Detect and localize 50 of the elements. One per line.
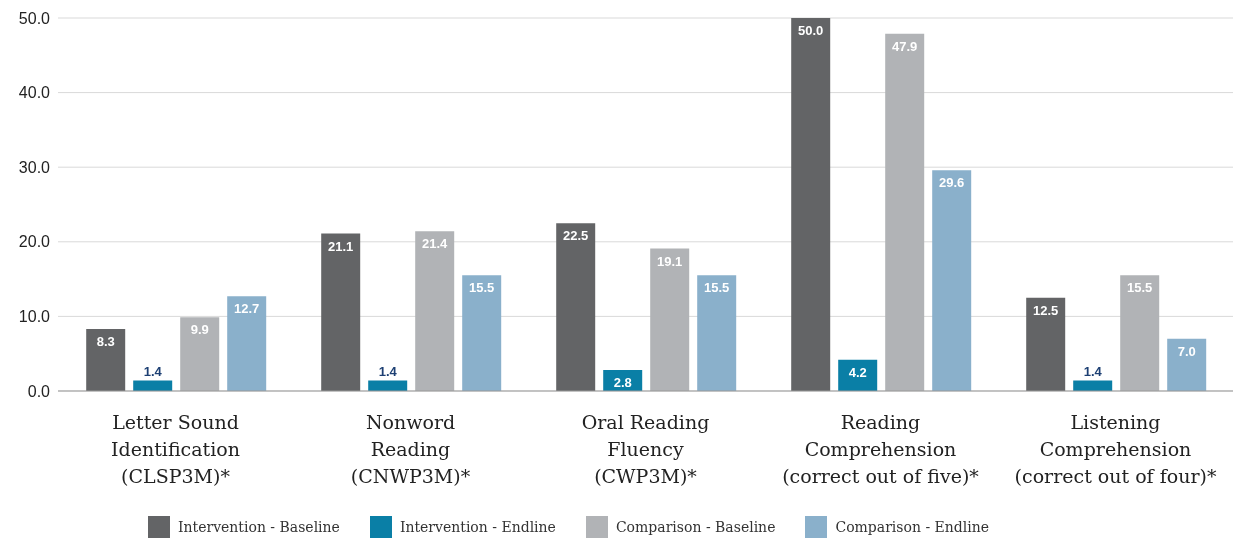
bar xyxy=(180,317,220,391)
data-label: 15.5 xyxy=(469,280,495,296)
data-label: 50.0 xyxy=(798,23,824,38)
data-label: 1.4 xyxy=(143,363,163,379)
x-tick-label: Letter Sound Identification (CLSP3M)* xyxy=(111,411,240,487)
y-tick-label: 40.0 xyxy=(18,84,51,102)
legend-label: Intervention - Baseline xyxy=(178,519,340,535)
legend-label: Intervention - Endline xyxy=(399,519,556,535)
data-label: 1.4 xyxy=(1083,363,1103,379)
y-tick-label: 20.0 xyxy=(18,233,51,251)
data-label: 15.5 xyxy=(704,280,730,296)
y-tick-label: 30.0 xyxy=(18,158,51,176)
x-tick-label: Listening Comprehension (correct out of four)* xyxy=(1014,411,1217,487)
legend-label: Comparison - Endline xyxy=(835,519,990,535)
bar xyxy=(1026,297,1066,391)
data-label: 29.6 xyxy=(939,175,965,191)
bar xyxy=(415,231,455,391)
bar xyxy=(697,275,737,391)
data-label: 15.5 xyxy=(1127,280,1153,296)
data-label: 47.9 xyxy=(892,38,918,54)
x-tick-label: Nonword Reading (CNWP3M)* xyxy=(350,411,471,487)
data-label: 1.4 xyxy=(378,363,398,379)
y-tick-label: 50.0 xyxy=(18,9,51,27)
data-label: 4.2 xyxy=(848,364,867,380)
data-label: 21.4 xyxy=(422,236,449,252)
bar xyxy=(885,33,925,391)
y-tick-label: 0.0 xyxy=(27,382,51,400)
data-label: 21.1 xyxy=(328,238,354,254)
data-label: 19.1 xyxy=(657,253,683,269)
bar xyxy=(556,223,596,391)
legend-label: Comparison - Baseline xyxy=(615,519,776,535)
bar xyxy=(1167,338,1207,391)
data-label: 12.5 xyxy=(1033,302,1059,318)
bar xyxy=(227,296,267,391)
bar xyxy=(791,18,831,391)
bar xyxy=(932,170,972,391)
bar xyxy=(86,329,126,391)
data-label: 7.0 xyxy=(1177,343,1196,359)
x-tick-label: Oral Reading Fluency (CWP3M)* xyxy=(581,411,710,487)
data-label: 22.5 xyxy=(563,228,589,244)
bar xyxy=(1120,275,1160,391)
data-label: 8.3 xyxy=(96,334,115,350)
y-tick-label: 10.0 xyxy=(18,308,51,326)
x-tick-label: Reading Comprehension (correct out of five)* xyxy=(782,411,980,487)
data-label: 12.7 xyxy=(234,301,260,317)
bar xyxy=(462,275,502,391)
data-label: 2.8 xyxy=(613,375,632,391)
bar xyxy=(650,248,690,391)
bar xyxy=(321,233,361,391)
data-label: 9.9 xyxy=(190,322,209,338)
